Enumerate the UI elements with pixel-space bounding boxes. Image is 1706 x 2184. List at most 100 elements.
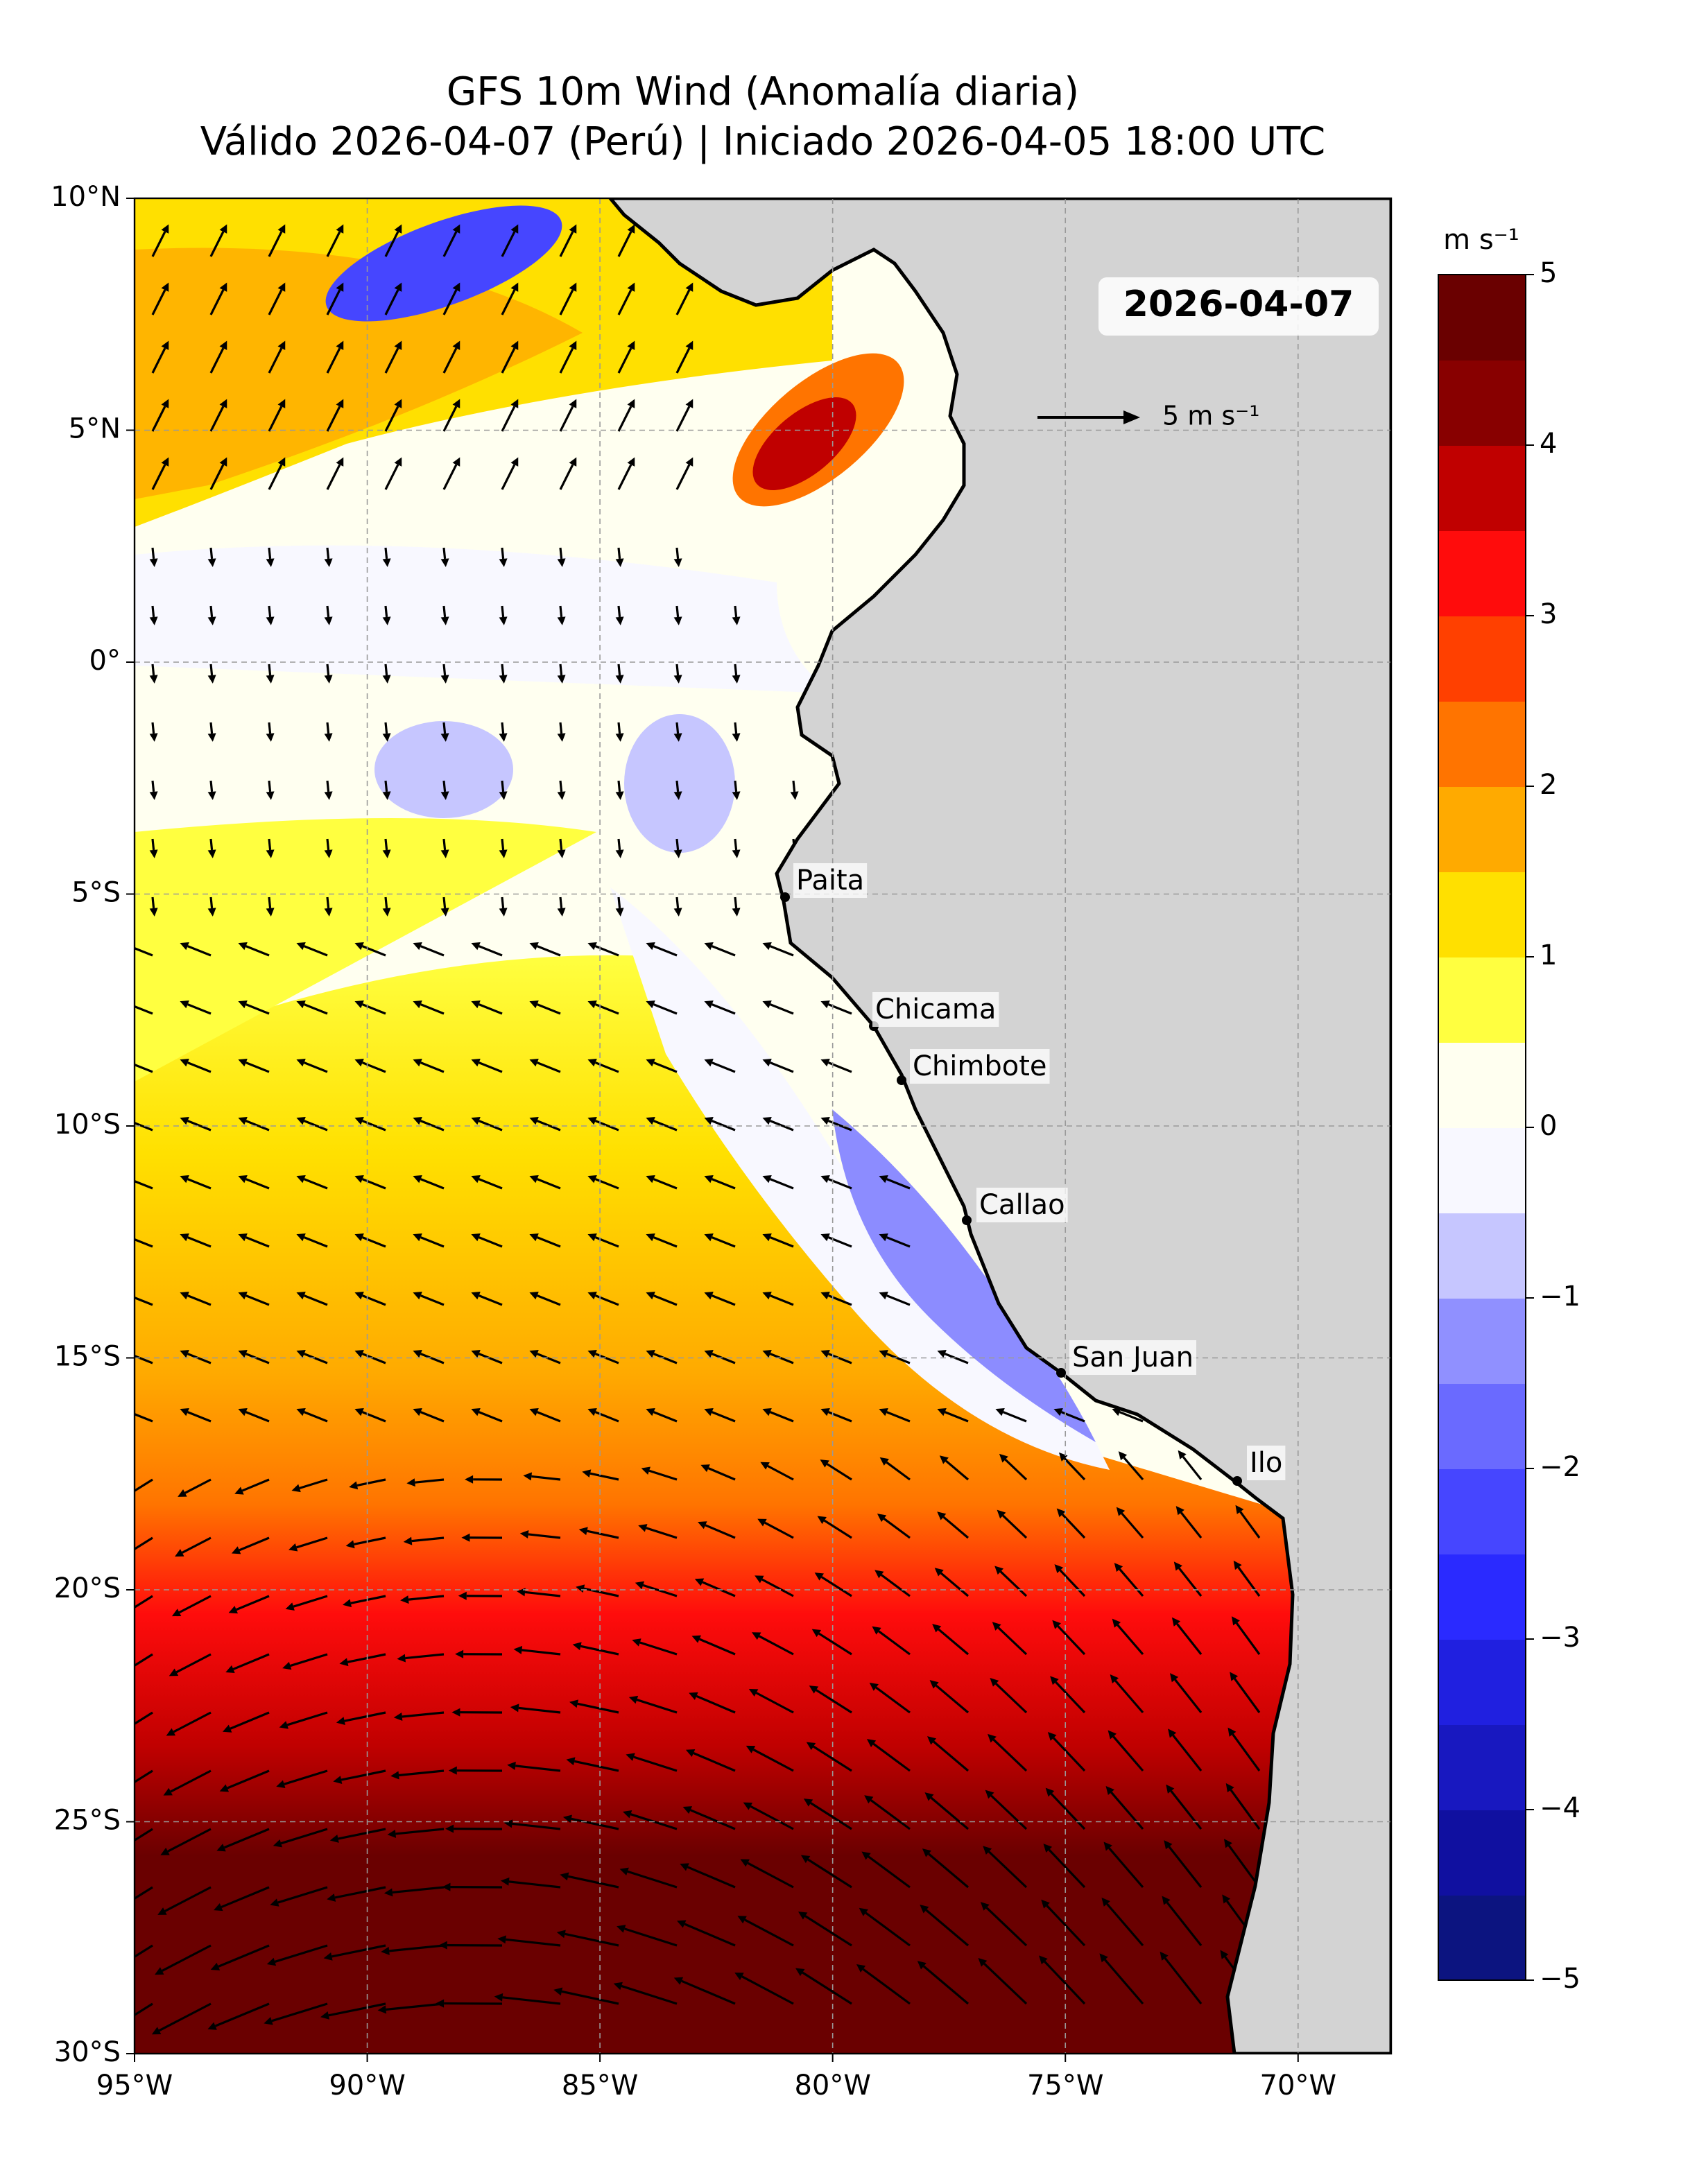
grid — [135, 198, 1391, 2054]
wind-arrow — [386, 2002, 445, 2011]
wind-arrowhead — [121, 1117, 130, 1125]
wind-arrowhead — [632, 1638, 641, 1647]
wind-arrow — [693, 1752, 736, 1772]
wind-arrowhead — [929, 1680, 939, 1689]
wind-arrow — [1119, 1411, 1144, 1423]
wind-arrow — [303, 1353, 328, 1364]
wind-arrowhead — [820, 1175, 830, 1184]
wind-arrowhead — [694, 1578, 705, 1586]
wind-arrow — [935, 1684, 970, 1714]
wind-arrow — [1046, 1905, 1086, 1947]
wind-arrowhead — [615, 791, 624, 800]
wind-arrowhead — [382, 908, 391, 917]
wind-arrowhead — [734, 1973, 744, 1981]
wind-arrowhead — [866, 1739, 877, 1748]
wind-arrow — [886, 1411, 911, 1423]
wind-arrow — [478, 1294, 503, 1306]
wind-arrowhead — [1052, 1620, 1061, 1629]
wind-arrowhead — [1114, 1563, 1123, 1572]
wind-arrowhead — [149, 849, 158, 858]
wind-arrowhead — [277, 457, 286, 467]
wind-arrowhead — [273, 1839, 283, 1848]
wind-arrow — [813, 1745, 852, 1772]
wind-arrowhead — [394, 224, 402, 234]
wind-arrow — [1227, 1844, 1261, 1888]
wind-arrow — [933, 1740, 970, 1772]
wind-arrowhead — [238, 1175, 248, 1184]
wind-arrow — [522, 1649, 561, 1656]
wind-arrowhead — [1231, 1616, 1240, 1626]
wind-arrow — [187, 1294, 212, 1306]
wind-arrow — [734, 780, 738, 792]
wind-arrowhead — [698, 1521, 707, 1529]
wind-arrow — [478, 1061, 503, 1073]
wind-arrow — [356, 1478, 386, 1487]
wind-arrowhead — [587, 1292, 597, 1300]
wind-arrow — [290, 1653, 328, 1667]
wind-arrow — [559, 547, 563, 560]
wind-arrowhead — [757, 1518, 767, 1527]
wind-arrowhead — [277, 399, 286, 408]
wind-arrow — [209, 289, 225, 315]
wind-arrow — [420, 1236, 445, 1248]
wind-arrow — [627, 1870, 678, 1889]
wind-arrowhead — [238, 1350, 248, 1358]
wind-arrow — [173, 1711, 212, 1733]
wind-arrow — [875, 1686, 911, 1714]
wind-arrowhead — [529, 1350, 539, 1358]
wind-arrowhead — [339, 1658, 349, 1667]
wind-arrowhead — [499, 791, 508, 800]
wind-arrow — [501, 347, 516, 374]
wind-arrowhead — [163, 1787, 173, 1796]
wind-arrowhead — [1112, 1408, 1121, 1416]
wind-arrowhead — [856, 1964, 866, 1973]
wind-arrowhead — [345, 1540, 355, 1549]
wind-arrow — [587, 1529, 619, 1539]
wind-arrow — [187, 1061, 212, 1073]
wind-arrow — [741, 1975, 794, 2005]
wind-arrow — [209, 347, 225, 374]
wind-arrowhead — [1110, 1674, 1119, 1684]
wind-arrowhead — [497, 1935, 506, 1944]
wind-arrow — [178, 1595, 212, 1614]
wind-arrow — [501, 896, 505, 909]
wind-arrow — [705, 1524, 736, 1539]
wind-arrow — [501, 664, 505, 676]
wind-arrow — [175, 1653, 212, 1674]
wind-arrow — [865, 1912, 911, 1947]
wind-arrowhead — [1103, 1841, 1112, 1851]
wind-arrowhead — [795, 1968, 805, 1977]
wind-arrow — [1112, 1735, 1144, 1772]
wind-arrow — [536, 1003, 561, 1015]
wind-arrow — [442, 289, 458, 315]
wind-arrow — [711, 1411, 736, 1423]
wind-arrowhead — [394, 282, 402, 292]
wind-arrowhead — [112, 1672, 121, 1679]
wind-arrowhead — [180, 1000, 189, 1009]
wind-arrow — [594, 1411, 619, 1423]
wind-arrow — [501, 605, 505, 618]
wind-arrowhead — [1222, 1894, 1231, 1904]
wind-arrow — [820, 1576, 852, 1597]
field-south — [135, 955, 1332, 2054]
wind-arrowhead — [216, 1844, 226, 1852]
wind-arrowhead — [266, 849, 275, 858]
wind-arrowhead — [704, 1408, 714, 1416]
wind-arrowhead — [557, 849, 566, 858]
wind-arrow — [361, 1003, 386, 1015]
wind-arrowhead — [121, 1350, 130, 1358]
colorbar-swatch — [1438, 445, 1526, 531]
wind-arrowhead — [354, 1175, 364, 1184]
title: GFS 10m Wind (Anomalía diaria) — [447, 69, 1079, 114]
wind-arrowhead — [673, 849, 682, 858]
wind-arrowhead — [440, 733, 449, 742]
wind-arrow — [478, 1411, 503, 1423]
x-tick-label: 80°W — [794, 2070, 870, 2101]
wind-arrow — [617, 780, 621, 792]
wind-arrow — [711, 1294, 736, 1306]
wind-arrowhead — [646, 1117, 655, 1125]
wind-arrow — [617, 547, 621, 560]
wind-arrowhead — [983, 1846, 992, 1855]
wind-arrowhead — [458, 1591, 467, 1600]
wind-arrowhead — [180, 1059, 189, 1067]
